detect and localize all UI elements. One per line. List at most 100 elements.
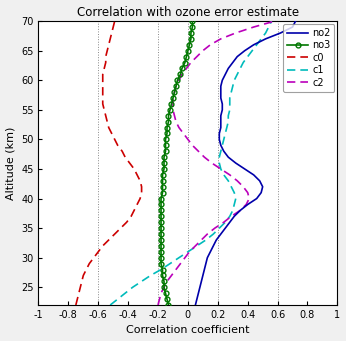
no2	[252, 43, 256, 47]
c0	[102, 66, 106, 71]
c0	[101, 96, 105, 100]
c2	[190, 143, 194, 147]
c0	[125, 220, 129, 224]
c2	[159, 291, 163, 295]
c2	[186, 137, 190, 142]
no3	[159, 220, 163, 224]
c0	[87, 262, 91, 266]
no3	[159, 256, 163, 260]
c1	[264, 31, 268, 35]
no3	[163, 149, 167, 153]
c1	[226, 114, 230, 118]
no3	[163, 137, 167, 142]
no3	[161, 191, 165, 195]
no3	[165, 297, 169, 301]
c0	[110, 31, 114, 35]
c2	[252, 25, 256, 29]
c0	[119, 226, 123, 230]
c0	[107, 125, 111, 130]
c0	[135, 203, 139, 207]
c0	[96, 250, 100, 254]
no3	[159, 232, 163, 236]
no3	[174, 84, 178, 88]
c2	[235, 179, 239, 183]
c1	[229, 185, 233, 189]
no2	[259, 191, 263, 195]
no2	[217, 131, 221, 135]
c0	[112, 137, 117, 142]
no3	[159, 238, 163, 242]
c0	[101, 244, 105, 248]
c1	[241, 60, 245, 64]
no3	[166, 303, 171, 307]
c1	[228, 96, 232, 100]
c1	[229, 90, 233, 94]
c1	[235, 72, 239, 76]
c0	[104, 114, 108, 118]
c0	[135, 173, 139, 177]
c1	[225, 125, 229, 130]
c0	[107, 238, 111, 242]
c0	[81, 273, 85, 278]
c1	[226, 120, 230, 124]
c0	[110, 131, 114, 135]
no3	[166, 114, 171, 118]
c1	[228, 108, 232, 112]
no3	[161, 179, 165, 183]
c0	[104, 55, 108, 59]
c2	[172, 90, 176, 94]
c0	[101, 102, 105, 106]
c1	[270, 19, 274, 23]
c1	[217, 161, 221, 165]
c2	[165, 279, 169, 283]
c2	[219, 167, 223, 171]
c2	[157, 297, 162, 301]
c2	[208, 43, 212, 47]
c2	[195, 55, 199, 59]
no2	[255, 196, 259, 201]
X-axis label: Correlation coefficient: Correlation coefficient	[126, 325, 250, 336]
c1	[204, 238, 208, 242]
Line: c0: c0	[76, 21, 142, 305]
no2	[219, 96, 223, 100]
no2	[196, 291, 200, 295]
c0	[101, 78, 105, 82]
no2	[193, 303, 198, 307]
no3	[168, 108, 172, 112]
no2	[238, 208, 242, 212]
no3	[159, 196, 163, 201]
no2	[219, 125, 223, 130]
no3	[162, 285, 166, 289]
c1	[168, 262, 172, 266]
c1	[222, 137, 226, 142]
no2	[234, 161, 238, 165]
c1	[231, 208, 235, 212]
c1	[217, 226, 221, 230]
c2	[193, 244, 198, 248]
no2	[195, 297, 199, 301]
no2	[219, 143, 223, 147]
c2	[246, 191, 250, 195]
c1	[219, 149, 223, 153]
Line: no2: no2	[195, 21, 295, 305]
c1	[232, 78, 236, 82]
no3	[165, 131, 169, 135]
no2	[220, 102, 224, 106]
c1	[232, 191, 236, 195]
no2	[211, 244, 216, 248]
c1	[222, 173, 226, 177]
no3	[187, 43, 191, 47]
c2	[174, 120, 178, 124]
no3	[159, 214, 163, 218]
c0	[129, 214, 133, 218]
c1	[255, 43, 259, 47]
no3	[165, 125, 169, 130]
no3	[190, 19, 194, 23]
c2	[174, 84, 178, 88]
no2	[257, 179, 262, 183]
no2	[231, 60, 235, 64]
c1	[234, 196, 238, 201]
no3	[162, 167, 166, 171]
no3	[163, 143, 167, 147]
c2	[210, 161, 214, 165]
